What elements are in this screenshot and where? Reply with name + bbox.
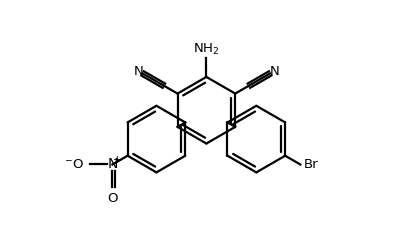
Text: N: N xyxy=(134,64,143,78)
Text: N: N xyxy=(107,158,118,172)
Text: Br: Br xyxy=(304,158,318,171)
Text: N: N xyxy=(269,64,279,78)
Text: $^{-}$O: $^{-}$O xyxy=(64,158,84,171)
Text: +: + xyxy=(113,155,122,165)
Text: NH$_2$: NH$_2$ xyxy=(193,42,220,57)
Text: O: O xyxy=(107,192,118,205)
